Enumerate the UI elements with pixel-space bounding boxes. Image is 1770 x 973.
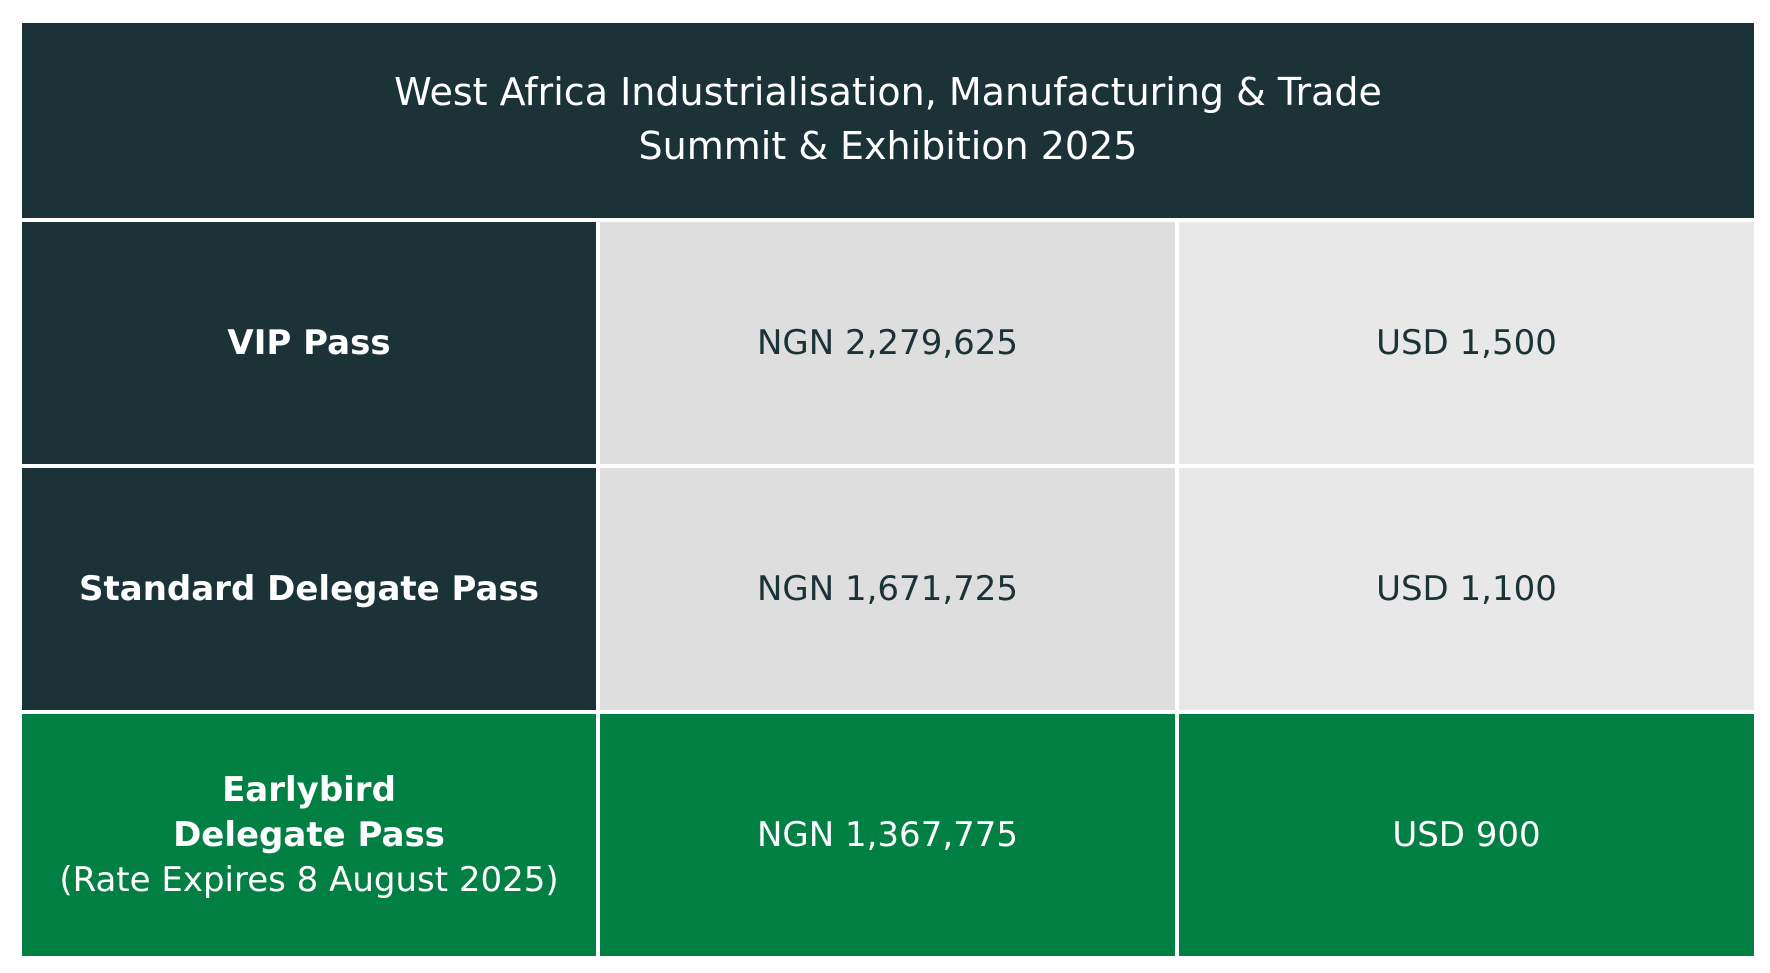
standard-pass-usd-price: USD 1,100 [1179, 468, 1754, 710]
earlybird-label-line-2: Delegate Pass [173, 814, 445, 855]
earlybird-label-line-1: Earlybird [222, 769, 396, 810]
vip-pass-usd-price: USD 1,500 [1179, 222, 1754, 464]
title-line-2: Summit & Exhibition 2025 [638, 123, 1138, 168]
vip-pass-ngn-price: NGN 2,279,625 [600, 222, 1175, 464]
standard-pass-ngn-price: NGN 1,671,725 [600, 468, 1175, 710]
earlybird-pass-ngn-price: NGN 1,367,775 [600, 714, 1175, 956]
pricing-table: West Africa Industrialisation, Manufactu… [22, 23, 1754, 956]
earlybird-pass-usd-price: USD 900 [1179, 714, 1754, 956]
vip-pass-label: VIP Pass [22, 222, 596, 464]
earlybird-expiry-note: (Rate Expires 8 August 2025) [59, 859, 559, 900]
earlybird-pass-label-cell: Earlybird Delegate Pass (Rate Expires 8 … [22, 714, 596, 956]
table-title: West Africa Industrialisation, Manufactu… [22, 23, 1754, 218]
title-line-1: West Africa Industrialisation, Manufactu… [394, 69, 1382, 114]
standard-pass-label: Standard Delegate Pass [22, 468, 596, 710]
